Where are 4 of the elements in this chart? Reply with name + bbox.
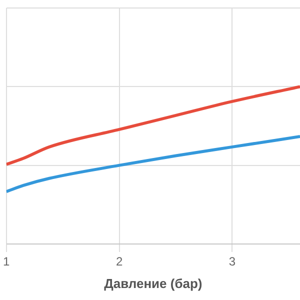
x-tick-label: 2 xyxy=(116,254,123,269)
x-axis-title: Давление (бар) xyxy=(104,276,202,291)
x-tick-label: 1 xyxy=(2,254,10,269)
x-tick-label: 3 xyxy=(228,254,236,269)
